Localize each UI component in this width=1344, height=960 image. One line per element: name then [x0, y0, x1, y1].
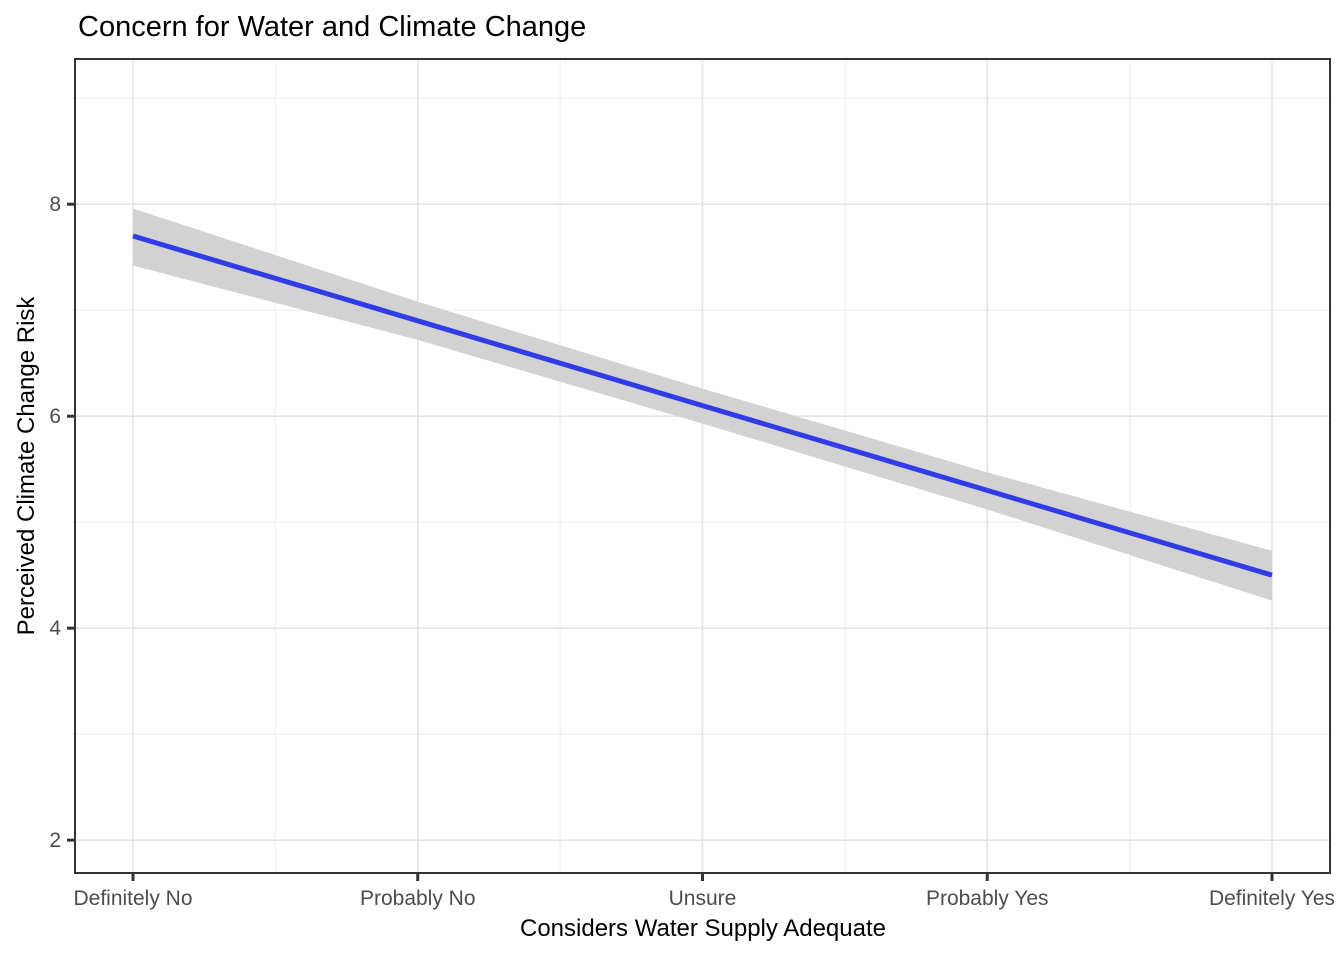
regression-line	[132, 233, 1273, 578]
y-tick-label: 4	[49, 617, 61, 640]
y-tick-label: 2	[49, 829, 61, 852]
x-axis-title: Considers Water Supply Adequate	[520, 915, 886, 942]
chart-title: Concern for Water and Climate Change	[78, 11, 587, 43]
x-tick-label: Probably Yes	[926, 887, 1049, 910]
x-tick-label: Unsure	[669, 887, 737, 910]
x-tick-label: Definitely Yes	[1209, 887, 1335, 910]
y-tick-label: 8	[49, 193, 61, 216]
y-tick-label: 6	[49, 405, 61, 428]
x-tick-label: Definitely No	[73, 887, 192, 910]
x-tick-label: Probably No	[360, 887, 476, 910]
